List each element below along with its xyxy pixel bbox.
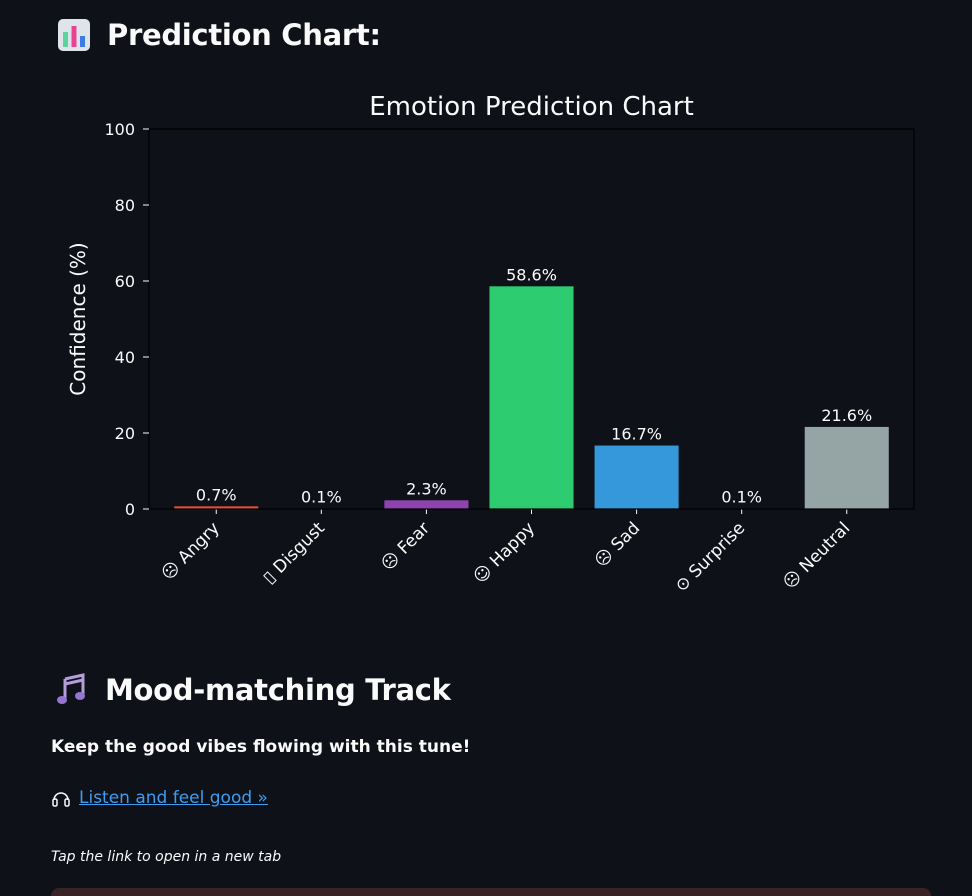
chart-title: Emotion Prediction Chart: [369, 92, 694, 122]
y-tick-label: 20: [115, 424, 135, 443]
x-tick-label: ⊙ Surprise: [671, 518, 749, 596]
bar-value-label: 0.7%: [196, 485, 237, 504]
emotion-prediction-chart: Emotion Prediction Chart Confidence (%) 0.…: [0, 70, 972, 650]
y-tick-label: 40: [115, 348, 135, 367]
headphones-icon: [51, 788, 71, 808]
bar-value-label: 2.3%: [406, 479, 447, 498]
plot-frame: [148, 128, 915, 510]
bar-value-label: 0.1%: [301, 488, 342, 507]
listen-link-label[interactable]: Listen and feel good »: [79, 788, 268, 808]
music-notes-icon: [55, 673, 89, 707]
x-tick-label: ☹ Fear: [377, 518, 433, 574]
bar: [804, 426, 889, 509]
tap-note: Tap the link to open in a new tab: [51, 849, 282, 865]
bar: [489, 286, 574, 509]
x-tick-label: ☹ Sad: [591, 518, 644, 571]
listen-link[interactable]: Listen and feel good »: [51, 788, 268, 808]
y-tick-label: 60: [115, 272, 135, 291]
vibe-message: Keep the good vibes flowing with this tu…: [51, 737, 471, 757]
prediction-chart-title: Prediction Chart:: [107, 18, 381, 52]
y-tick-label: 0: [125, 500, 135, 519]
bar-value-label: 58.6%: [506, 265, 557, 284]
bar-value-label: 0.1%: [721, 488, 762, 507]
x-tick-label: ▯ Disgust: [259, 518, 329, 588]
y-axis-label: Confidence (%): [66, 242, 90, 395]
bar-value-label: 16.7%: [611, 425, 662, 444]
bottom-alert-box: [51, 888, 931, 896]
x-tick-label: ☹ Angry: [158, 518, 224, 584]
prediction-chart-header: Prediction Chart:: [57, 18, 381, 52]
x-tick-label: ☺ Happy: [470, 518, 539, 587]
x-tick-label: ☹ Neutral: [779, 518, 854, 593]
bar: [384, 500, 469, 509]
bar-value-label: 21.6%: [821, 406, 872, 425]
bar: [174, 506, 259, 509]
bar: [594, 445, 679, 509]
mood-track-title: Mood-matching Track: [105, 673, 451, 707]
y-tick-label: 100: [104, 120, 135, 139]
y-tick-label: 80: [115, 196, 135, 215]
bar-chart-icon: [57, 18, 91, 52]
mood-track-header: Mood-matching Track: [55, 673, 451, 707]
